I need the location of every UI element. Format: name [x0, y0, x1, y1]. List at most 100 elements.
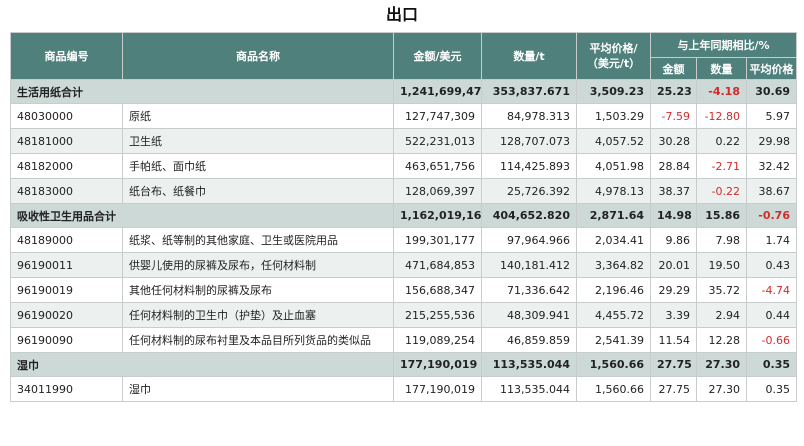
row-yoy-quantity: -0.22: [696, 178, 747, 204]
row-price: 2,034.41: [576, 227, 651, 253]
row-amount: 177,190,019: [393, 352, 482, 377]
table-row: 48182000 手帕纸、面巾纸 463,651,756 114,425.893 4,0…: [10, 153, 797, 179]
table-row-subtotal: 吸收性卫生用品合计 1,162,019,167 404,652.820 2,871.6…: [10, 203, 797, 228]
row-name: 供婴儿使用的尿裤及尿布，任何材料制: [122, 252, 394, 278]
row-quantity: 404,652.820: [481, 203, 577, 228]
row-yoy-price: 0.35: [746, 352, 797, 377]
table-row-subtotal: 生活用纸合计 1,241,699,475 353,837.671 3,509.23 25…: [10, 79, 797, 104]
row-amount: 215,255,536: [393, 302, 482, 328]
row-category: 湿巾: [10, 352, 394, 377]
row-yoy-quantity: -12.80: [696, 103, 747, 129]
row-price: 1,560.66: [576, 352, 651, 377]
table-row: 34011990 湿巾 177,190,019 113,535.044 1,560.66…: [10, 376, 797, 402]
row-code: 48030000: [10, 103, 123, 129]
row-quantity: 128,707.073: [481, 128, 577, 154]
row-yoy-price: -0.66: [746, 327, 797, 353]
row-yoy-price: 5.97: [746, 103, 797, 129]
row-quantity: 97,964.966: [481, 227, 577, 253]
row-quantity: 140,181.412: [481, 252, 577, 278]
row-code: 48189000: [10, 227, 123, 253]
row-quantity: 84,978.313: [481, 103, 577, 129]
table-row: 48183000 纸台布、纸餐巾 128,069,397 25,726.392 4,97…: [10, 178, 797, 204]
row-category: 生活用纸合计: [10, 79, 394, 104]
row-price: 1,503.29: [576, 103, 651, 129]
table-row: 96190020 任何材料制的卫生巾（护垫）及止血塞 215,255,536 48,3…: [10, 302, 797, 328]
row-code: 34011990: [10, 376, 123, 402]
row-yoy-price: 0.35: [746, 376, 797, 402]
row-yoy-price: 29.98: [746, 128, 797, 154]
row-code: 48182000: [10, 153, 123, 179]
export-table: 商品编号 商品名称 金额/美元 数量/t 平均价格/（美元/t） 与上年同期相比…: [10, 32, 797, 402]
row-amount: 127,747,309: [393, 103, 482, 129]
row-yoy-amount: 30.28: [650, 128, 697, 154]
row-quantity: 353,837.671: [481, 79, 577, 104]
row-yoy-quantity: 12.28: [696, 327, 747, 353]
row-name: 任何材料制的尿布衬里及本品目所列货品的类似品: [122, 327, 394, 353]
header-price: 平均价格/（美元/t）: [576, 32, 651, 80]
row-yoy-amount: 3.39: [650, 302, 697, 328]
table-row: 48030000 原纸 127,747,309 84,978.313 1,503.29-…: [10, 103, 797, 129]
row-yoy-amount: -7.59: [650, 103, 697, 129]
row-amount: 1,162,019,167: [393, 203, 482, 228]
header-yoy: 与上年同期相比/%: [650, 32, 797, 58]
row-name: 湿巾: [122, 376, 394, 402]
row-price: 4,978.13: [576, 178, 651, 204]
row-name: 任何材料制的卫生巾（护垫）及止血塞: [122, 302, 394, 328]
row-amount: 128,069,397: [393, 178, 482, 204]
row-yoy-quantity: 0.22: [696, 128, 747, 154]
row-yoy-amount: 28.84: [650, 153, 697, 179]
table-row: 96190011 供婴儿使用的尿裤及尿布，任何材料制 471,684,853 140,…: [10, 252, 797, 278]
row-yoy-price: 32.42: [746, 153, 797, 179]
row-yoy-quantity: 2.94: [696, 302, 747, 328]
row-amount: 199,301,177: [393, 227, 482, 253]
row-code: 96190011: [10, 252, 123, 278]
table-row: 96190019 其他任何材料制的尿裤及尿布 156,688,347 71,336.6…: [10, 277, 797, 303]
row-code: 48181000: [10, 128, 123, 154]
row-price: 1,560.66: [576, 376, 651, 402]
row-name: 纸浆、纸等制的其他家庭、卫生或医院用品: [122, 227, 394, 253]
row-yoy-amount: 38.37: [650, 178, 697, 204]
row-yoy-price: 1.74: [746, 227, 797, 253]
row-price: 2,196.46: [576, 277, 651, 303]
row-yoy-quantity: -2.71: [696, 153, 747, 179]
header-code: 商品编号: [10, 32, 123, 80]
row-yoy-quantity: 35.72: [696, 277, 747, 303]
row-price: 3,364.82: [576, 252, 651, 278]
row-code: 96190019: [10, 277, 123, 303]
row-yoy-amount: 9.86: [650, 227, 697, 253]
row-quantity: 113,535.044: [481, 352, 577, 377]
row-quantity: 25,726.392: [481, 178, 577, 204]
row-name: 纸台布、纸餐巾: [122, 178, 394, 204]
row-yoy-quantity: 27.30: [696, 376, 747, 402]
header-yoy-price: 平均价格: [746, 57, 797, 80]
row-yoy-quantity: -4.18: [696, 79, 747, 104]
row-quantity: 113,535.044: [481, 376, 577, 402]
header-quantity: 数量/t: [481, 32, 577, 80]
row-amount: 463,651,756: [393, 153, 482, 179]
row-category: 吸收性卫生用品合计: [10, 203, 394, 228]
row-quantity: 46,859.859: [481, 327, 577, 353]
header-price-label: 平均价格/（美元/t）: [586, 42, 641, 70]
row-quantity: 48,309.941: [481, 302, 577, 328]
row-price: 4,057.52: [576, 128, 651, 154]
row-yoy-price: 38.67: [746, 178, 797, 204]
table-row: 48189000 纸浆、纸等制的其他家庭、卫生或医院用品 199,301,177 97…: [10, 227, 797, 253]
row-price: 2,541.39: [576, 327, 651, 353]
header-amount: 金额/美元: [393, 32, 482, 80]
row-amount: 522,231,013: [393, 128, 482, 154]
row-yoy-amount: 11.54: [650, 327, 697, 353]
row-amount: 156,688,347: [393, 277, 482, 303]
row-name: 其他任何材料制的尿裤及尿布: [122, 277, 394, 303]
table-body: 生活用纸合计 1,241,699,475 353,837.671 3,509.23 25…: [10, 79, 797, 402]
row-code: 96190020: [10, 302, 123, 328]
row-code: 48183000: [10, 178, 123, 204]
table-row: 96190090 任何材料制的尿布衬里及本品目所列货品的类似品 119,089,25…: [10, 327, 797, 353]
row-price: 3,509.23: [576, 79, 651, 104]
row-amount: 119,089,254: [393, 327, 482, 353]
row-name: 原纸: [122, 103, 394, 129]
row-yoy-amount: 20.01: [650, 252, 697, 278]
row-amount: 471,684,853: [393, 252, 482, 278]
row-price: 2,871.64: [576, 203, 651, 228]
row-yoy-price: -4.74: [746, 277, 797, 303]
row-yoy-quantity: 15.86: [696, 203, 747, 228]
